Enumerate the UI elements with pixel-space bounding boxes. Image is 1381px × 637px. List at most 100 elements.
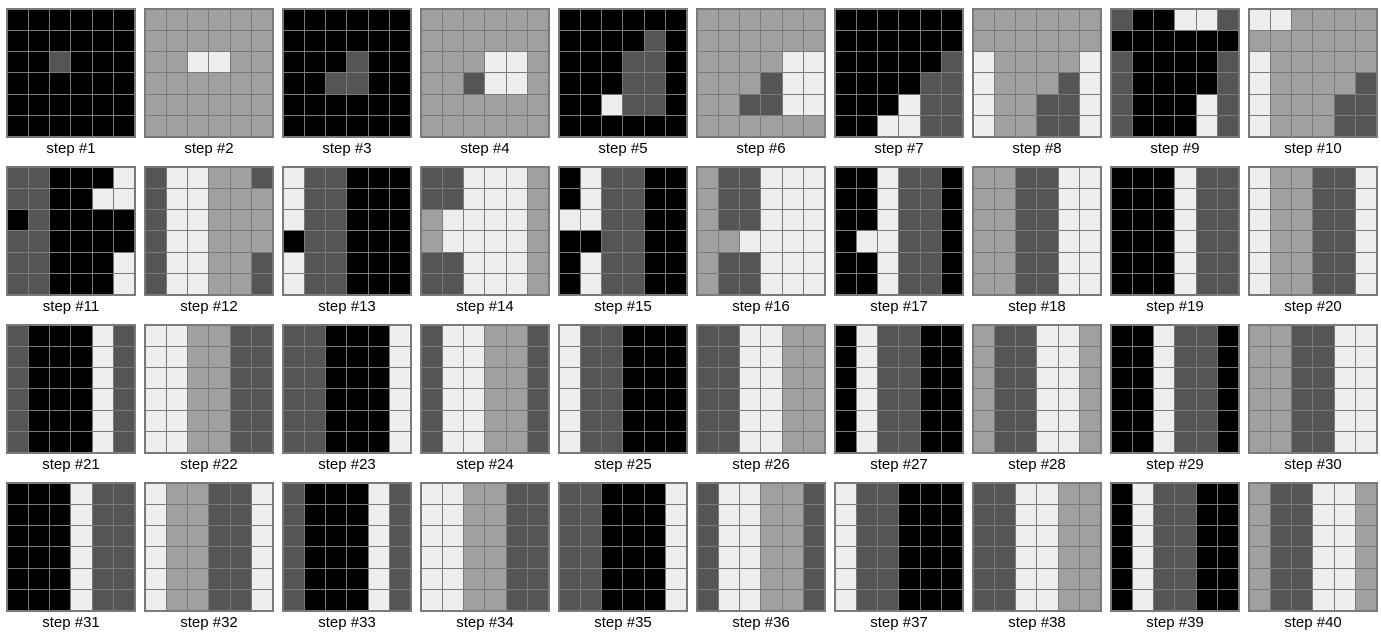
grid-cell: [920, 505, 941, 526]
grid-cell: [8, 231, 29, 252]
grid-cell: [284, 73, 305, 94]
grid-cell: [50, 115, 71, 136]
grid-cell: [29, 115, 50, 136]
grid-cell: [527, 252, 548, 273]
grid-cell: [485, 389, 506, 410]
grid-cell: [251, 568, 272, 589]
step-label: step #6: [736, 140, 786, 157]
grid-cell: [878, 389, 899, 410]
grid-cell: [464, 484, 485, 505]
grid-cell: [878, 231, 899, 252]
step-grid: [282, 8, 412, 138]
grid-cell: [1079, 210, 1100, 231]
grid-cell: [719, 31, 740, 52]
grid-cell: [251, 547, 272, 568]
grid-cell: [1217, 10, 1238, 31]
grid-cell: [92, 431, 113, 452]
grid-cell: [146, 168, 167, 189]
grid-cell: [1175, 210, 1196, 231]
grid-cell: [326, 168, 347, 189]
grid-cell: [941, 10, 962, 31]
grid-cell: [1058, 568, 1079, 589]
grid-cell: [878, 52, 899, 73]
grid-cell: [443, 326, 464, 347]
grid-cell: [146, 252, 167, 273]
grid-cell: [209, 252, 230, 273]
grid-cell: [347, 189, 368, 210]
grid-cell: [941, 326, 962, 347]
grid-cell: [443, 231, 464, 252]
grid-cell: [974, 589, 995, 610]
grid-cell: [422, 410, 443, 431]
grid-cell: [1079, 484, 1100, 505]
grid-cell: [1292, 526, 1313, 547]
grid-cell: [230, 252, 251, 273]
grid-cell: [836, 589, 857, 610]
grid-cell: [740, 526, 761, 547]
grid-cell: [719, 389, 740, 410]
grid-cell: [71, 368, 92, 389]
grid-cell: [50, 252, 71, 273]
grid-cell: [71, 94, 92, 115]
grid-cell: [326, 484, 347, 505]
grid-cell: [71, 252, 92, 273]
grid-cell: [1217, 73, 1238, 94]
grid-cell: [29, 326, 50, 347]
grid-cell: [920, 484, 941, 505]
grid-cell: [1154, 189, 1175, 210]
grid-cell: [1016, 52, 1037, 73]
grid-cell: [485, 431, 506, 452]
grid-cell: [719, 431, 740, 452]
grid-cell: [602, 273, 623, 294]
grid-cell: [347, 589, 368, 610]
grid-cell: [1334, 10, 1355, 31]
grid-cell: [974, 347, 995, 368]
grid-cell: [188, 568, 209, 589]
grid-cell: [485, 115, 506, 136]
grid-cell: [761, 347, 782, 368]
grid-cell: [464, 231, 485, 252]
grid-cell: [167, 368, 188, 389]
grid-cell: [368, 189, 389, 210]
grid-cell: [719, 368, 740, 389]
grid-cell: [836, 273, 857, 294]
grid-cell: [1250, 505, 1271, 526]
grid-cell: [284, 10, 305, 31]
grid-cell: [389, 273, 410, 294]
grid-cell: [527, 526, 548, 547]
grid-cell: [974, 431, 995, 452]
grid-cell: [761, 589, 782, 610]
grid-cell: [8, 73, 29, 94]
grid-cell: [443, 431, 464, 452]
step-grid: [1248, 324, 1378, 454]
grid-cell: [1217, 484, 1238, 505]
grid-cell: [878, 589, 899, 610]
grid-cell: [527, 505, 548, 526]
grid-cell: [740, 31, 761, 52]
grid-cell: [347, 347, 368, 368]
grid-cell: [485, 368, 506, 389]
grid-cell: [1217, 526, 1238, 547]
grid-cell: [560, 410, 581, 431]
grid-cell: [941, 115, 962, 136]
grid-cell: [899, 273, 920, 294]
grid-cell: [782, 568, 803, 589]
grid-cell: [1175, 273, 1196, 294]
grid-cell: [974, 410, 995, 431]
grid-cell: [527, 431, 548, 452]
grid-cell: [1112, 10, 1133, 31]
step-label: step #30: [1284, 456, 1342, 473]
grid-cell: [602, 168, 623, 189]
grid-cell: [623, 210, 644, 231]
grid-cell: [740, 94, 761, 115]
grid-cell: [50, 31, 71, 52]
grid-cell: [761, 168, 782, 189]
grid-cell: [389, 547, 410, 568]
grid-cell: [1037, 73, 1058, 94]
grid-cell: [188, 347, 209, 368]
grid-cell: [1334, 210, 1355, 231]
grid-cell: [1292, 589, 1313, 610]
grid-cell: [305, 273, 326, 294]
grid-cell: [443, 10, 464, 31]
grid-cell: [1079, 10, 1100, 31]
